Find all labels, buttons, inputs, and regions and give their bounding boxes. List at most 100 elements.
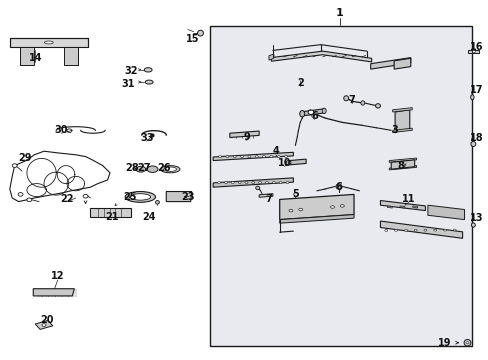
Polygon shape [271, 51, 371, 62]
Text: 33: 33 [140, 132, 153, 143]
Ellipse shape [288, 210, 292, 212]
Polygon shape [35, 320, 53, 329]
Text: 2: 2 [297, 78, 304, 88]
Text: 15: 15 [186, 34, 200, 44]
Ellipse shape [443, 229, 446, 231]
Polygon shape [394, 110, 409, 132]
Ellipse shape [322, 108, 325, 114]
Ellipse shape [44, 41, 53, 44]
Polygon shape [386, 206, 391, 208]
Ellipse shape [262, 156, 265, 158]
Ellipse shape [244, 182, 247, 184]
Polygon shape [392, 128, 411, 132]
Text: 24: 24 [142, 212, 156, 222]
Ellipse shape [255, 156, 258, 158]
Ellipse shape [404, 229, 407, 231]
Polygon shape [412, 206, 417, 208]
Text: 20: 20 [40, 315, 54, 325]
Ellipse shape [265, 182, 268, 184]
Text: 13: 13 [469, 213, 483, 223]
Polygon shape [289, 159, 305, 165]
Polygon shape [427, 205, 464, 220]
Ellipse shape [343, 96, 348, 101]
Ellipse shape [238, 182, 241, 184]
Ellipse shape [471, 50, 474, 53]
Text: 6: 6 [335, 182, 342, 192]
Ellipse shape [67, 129, 72, 132]
Bar [210, 26, 471, 346]
Polygon shape [302, 109, 324, 116]
Polygon shape [388, 158, 416, 162]
Ellipse shape [285, 161, 290, 165]
Ellipse shape [330, 206, 334, 208]
Text: 28: 28 [125, 163, 139, 173]
Ellipse shape [284, 156, 287, 158]
Ellipse shape [18, 193, 23, 196]
Polygon shape [166, 192, 191, 202]
Polygon shape [388, 166, 416, 170]
Ellipse shape [12, 164, 17, 167]
Ellipse shape [218, 156, 221, 158]
Polygon shape [213, 152, 293, 161]
Polygon shape [63, 47, 78, 65]
Text: 3: 3 [391, 125, 398, 135]
Text: 27: 27 [137, 163, 150, 173]
Ellipse shape [469, 95, 473, 100]
Text: 21: 21 [105, 212, 119, 222]
Polygon shape [259, 194, 272, 197]
Polygon shape [392, 108, 411, 112]
Polygon shape [33, 289, 74, 296]
Polygon shape [390, 160, 414, 169]
Ellipse shape [279, 182, 282, 184]
Ellipse shape [299, 111, 304, 117]
Ellipse shape [340, 204, 344, 207]
Ellipse shape [247, 156, 250, 158]
Text: 22: 22 [60, 194, 74, 204]
Ellipse shape [163, 167, 176, 171]
Polygon shape [393, 58, 410, 69]
Polygon shape [399, 206, 404, 208]
Text: 31: 31 [122, 78, 135, 89]
Polygon shape [279, 194, 353, 220]
Ellipse shape [240, 156, 243, 158]
Ellipse shape [145, 80, 153, 84]
Ellipse shape [470, 141, 475, 147]
Ellipse shape [144, 68, 152, 72]
Ellipse shape [42, 324, 46, 327]
Ellipse shape [394, 229, 397, 231]
Ellipse shape [272, 182, 275, 184]
Text: 11: 11 [401, 194, 415, 204]
Polygon shape [90, 208, 131, 217]
Ellipse shape [433, 229, 436, 231]
Text: 23: 23 [181, 192, 195, 202]
Ellipse shape [452, 229, 455, 231]
Ellipse shape [231, 182, 234, 184]
Ellipse shape [155, 201, 159, 204]
Ellipse shape [160, 166, 180, 173]
Ellipse shape [147, 166, 158, 172]
Text: 10: 10 [277, 158, 291, 168]
Ellipse shape [251, 182, 254, 184]
Ellipse shape [335, 184, 341, 189]
Ellipse shape [224, 182, 227, 184]
Text: 17: 17 [469, 85, 483, 95]
Text: 32: 32 [124, 66, 138, 76]
Polygon shape [380, 201, 425, 211]
Ellipse shape [285, 182, 288, 184]
Text: 1: 1 [335, 8, 343, 18]
Ellipse shape [217, 182, 220, 184]
Text: 25: 25 [122, 192, 136, 202]
Ellipse shape [423, 229, 426, 231]
Text: 7: 7 [265, 194, 272, 204]
Ellipse shape [130, 194, 150, 200]
Polygon shape [229, 131, 259, 138]
Text: 5: 5 [292, 189, 299, 199]
Ellipse shape [298, 208, 302, 211]
Ellipse shape [375, 104, 380, 108]
Ellipse shape [413, 229, 416, 231]
Ellipse shape [470, 223, 474, 227]
Text: 12: 12 [51, 271, 64, 282]
Ellipse shape [360, 101, 364, 105]
Text: 6: 6 [310, 111, 317, 121]
Ellipse shape [465, 342, 468, 344]
